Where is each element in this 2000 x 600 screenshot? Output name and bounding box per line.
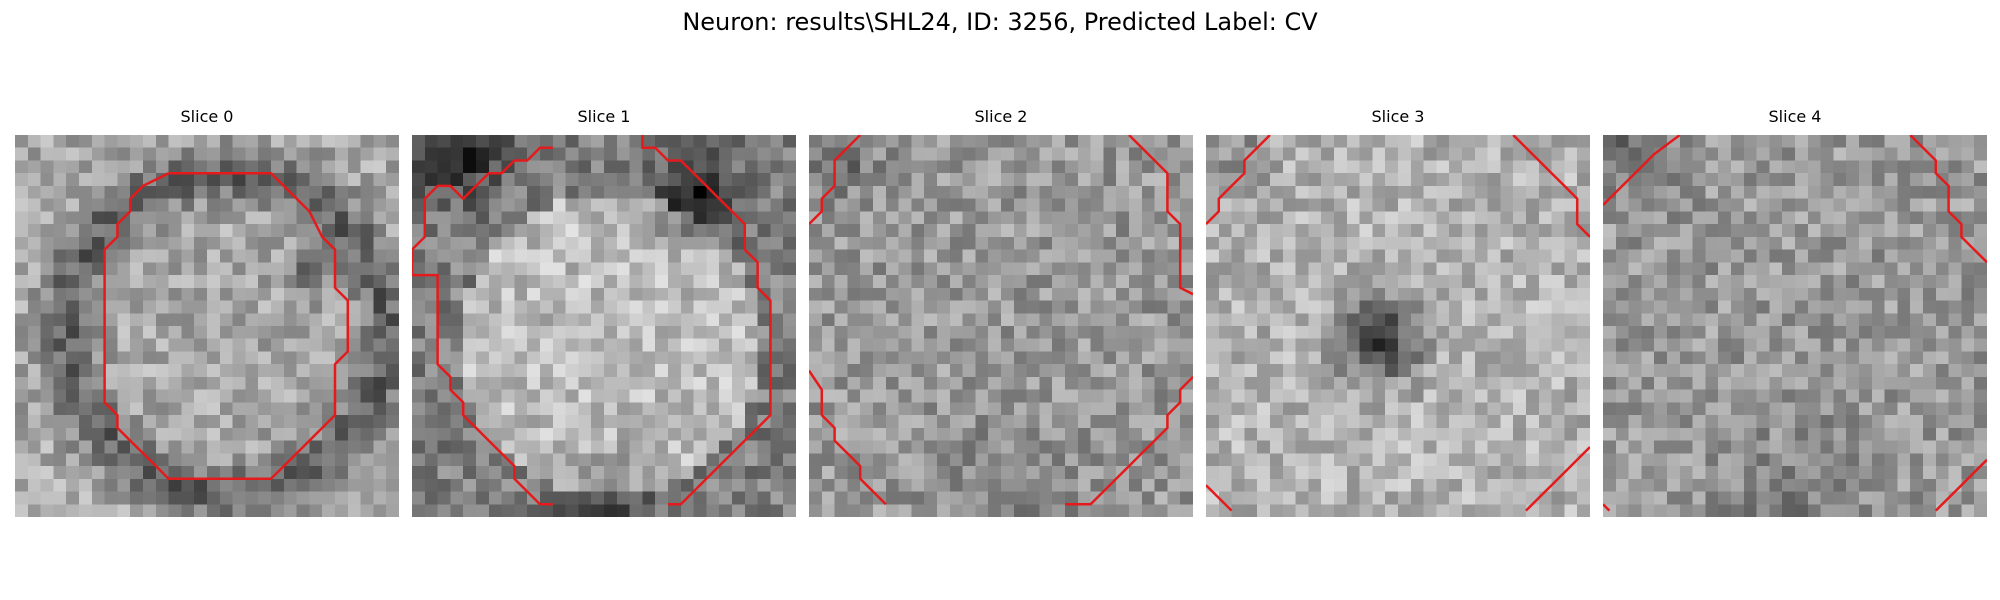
contour-line — [1525, 446, 1590, 512]
panel-slice-2: Slice 2 — [809, 107, 1193, 517]
slice-2-image — [809, 135, 1193, 517]
contour-line — [1128, 135, 1193, 296]
contour-line — [412, 273, 553, 506]
panel-slice-0: Slice 0 — [15, 107, 399, 517]
contour-line — [1909, 135, 1987, 264]
slice-4-contour — [1603, 135, 1987, 512]
slice-0-contour — [103, 171, 350, 481]
panel-title-slice-0: Slice 0 — [180, 107, 234, 126]
contour-line — [1603, 135, 1681, 206]
slice-4-image — [1603, 135, 1987, 517]
panel-slice-1: Slice 1 — [412, 107, 796, 517]
contour-line — [1603, 503, 1611, 512]
slice-2-contour — [809, 135, 1193, 506]
contour-line — [809, 369, 887, 506]
panel-title-slice-3: Slice 3 — [1371, 107, 1425, 126]
panel-slice-4: Slice 4 — [1603, 107, 1987, 517]
panel-title-slice-2: Slice 2 — [974, 107, 1028, 126]
contour-line — [1065, 376, 1193, 506]
panel-title-slice-4: Slice 4 — [1768, 107, 1822, 126]
figure-title: Neuron: results\SHL24, ID: 3256, Predict… — [682, 8, 1318, 36]
contour-line — [1512, 135, 1590, 238]
panel-title-slice-1: Slice 1 — [577, 107, 631, 126]
contour-line — [1934, 458, 1987, 512]
slice-3-contour — [1206, 135, 1590, 512]
contour-line — [641, 135, 772, 506]
contour-line — [412, 146, 553, 276]
slice-3-image — [1206, 135, 1590, 517]
slice-0-image — [15, 135, 399, 517]
contour-line — [809, 135, 862, 225]
contour-line — [1206, 135, 1271, 225]
slice-1-contour — [412, 135, 772, 506]
contour-line — [103, 171, 350, 481]
panel-slice-3: Slice 3 — [1206, 107, 1590, 517]
contour-line — [1206, 484, 1233, 512]
